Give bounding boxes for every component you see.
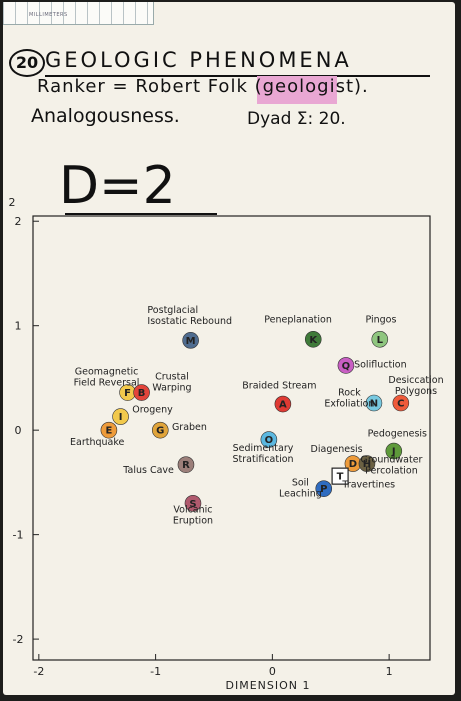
point-marker-m: [182, 332, 199, 349]
point-letter-g: G: [156, 426, 164, 437]
x-tick-label: -1: [150, 665, 161, 678]
point-label-j: Pedogenesis: [368, 428, 427, 439]
point-label-k: Peneplanation: [264, 315, 332, 326]
point-marker-r: [177, 456, 195, 473]
point-marker-g: [151, 421, 169, 439]
point-label-n: Rock Exfoliation: [324, 387, 374, 409]
point-letter-b: B: [138, 388, 146, 399]
point-letter-d: D: [349, 459, 357, 470]
point-letter-m: M: [186, 336, 196, 347]
point-letter-n: N: [370, 399, 378, 410]
y-tick-label: 1: [15, 320, 22, 333]
point-marker-b: [133, 384, 150, 401]
point-label-h: Groundwater Percolation: [360, 454, 422, 476]
point-label-f: Geomagnetic Field Reversal: [74, 367, 140, 389]
point-marker-t: [331, 467, 349, 485]
y-tick-label: 0: [15, 424, 22, 437]
point-label-i: Orogeny: [132, 404, 173, 415]
x-tick-label: 0: [269, 665, 276, 678]
dimensionality-underline: [65, 213, 217, 215]
point-label-d: Diagenesis: [311, 444, 363, 455]
point-label-p: Soil Leaching: [279, 477, 322, 499]
point-label-a: Braided Stream: [242, 380, 316, 391]
point-letter-o: O: [265, 435, 274, 446]
point-letter-k: K: [309, 335, 318, 346]
name-highlight: [257, 76, 337, 104]
point-letter-i: I: [119, 412, 123, 423]
y-tick-label: -2: [13, 633, 24, 646]
similarity-type: Analogousness.: [31, 105, 180, 127]
point-label-s: Volcanic Eruption: [173, 504, 213, 526]
point-marker-s: [184, 494, 202, 512]
graph-paper-strip: MILLIMETERS: [3, 2, 154, 25]
point-label-c: Desiccation Polygons: [388, 375, 443, 397]
point-letter-c: C: [397, 399, 404, 410]
point-marker-h: [358, 455, 376, 472]
point-marker-l: [371, 330, 389, 348]
point-label-b: Crustal Warping: [152, 372, 191, 394]
point-letter-l: L: [377, 335, 384, 346]
point-letter-f: F: [124, 388, 131, 399]
point-label-l: Pingos: [365, 315, 396, 326]
point-letter-e: E: [105, 426, 112, 437]
point-label-o: Sedimentary Stratification: [232, 443, 293, 465]
point-letter-t: T: [337, 472, 344, 483]
point-marker-a: [274, 395, 292, 413]
point-marker-j: [385, 442, 403, 460]
point-label-r: Talus Cave: [122, 465, 174, 476]
graph-paper-label: MILLIMETERS: [29, 12, 68, 18]
plot-frame: [32, 215, 431, 661]
point-label-g: Graben: [172, 422, 207, 433]
point-marker-q: [337, 357, 355, 374]
card-number: 20: [9, 49, 45, 77]
point-label-q: Solifluction: [354, 359, 407, 370]
point-letter-a: A: [279, 400, 287, 411]
point-letter-q: Q: [342, 361, 351, 372]
point-letter-r: R: [182, 460, 190, 471]
point-letter-h: H: [363, 459, 371, 470]
dyad-sum: Dyad Σ: 20.: [247, 109, 346, 129]
title-underline: [45, 75, 430, 77]
x-tick-label: -2: [33, 665, 44, 678]
dimensionality-label: D=2: [59, 156, 176, 216]
point-marker-n: [365, 394, 383, 412]
ranker-line: Ranker = Robert Folk (geologist).: [37, 76, 369, 97]
point-marker-p: [315, 480, 333, 497]
card-title: GEOLOGIC PHENOMENA: [45, 48, 352, 72]
point-marker-c: [392, 394, 410, 412]
point-label-e: Earthquake: [70, 437, 125, 448]
point-letter-s: S: [189, 499, 196, 510]
outer-y-tick-label: 2: [9, 196, 16, 209]
point-marker-k: [304, 330, 322, 348]
y-tick-label: 2: [15, 215, 22, 228]
x-tick-label: 1: [386, 665, 393, 678]
index-card: MILLIMETERS 20 GEOLOGIC PHENOMENA Ranker…: [3, 2, 455, 695]
point-marker-o: [260, 431, 278, 448]
point-marker-e: [100, 421, 118, 439]
point-label-m: Postglacial Isostatic Rebound: [147, 305, 232, 327]
point-label-t: Travertines: [341, 480, 395, 491]
point-letter-p: P: [320, 484, 327, 495]
x-axis-label: DIMENSION 1: [226, 679, 311, 692]
y-tick-label: -1: [13, 529, 24, 542]
point-marker-i: [112, 408, 129, 425]
point-letter-j: J: [391, 447, 396, 458]
